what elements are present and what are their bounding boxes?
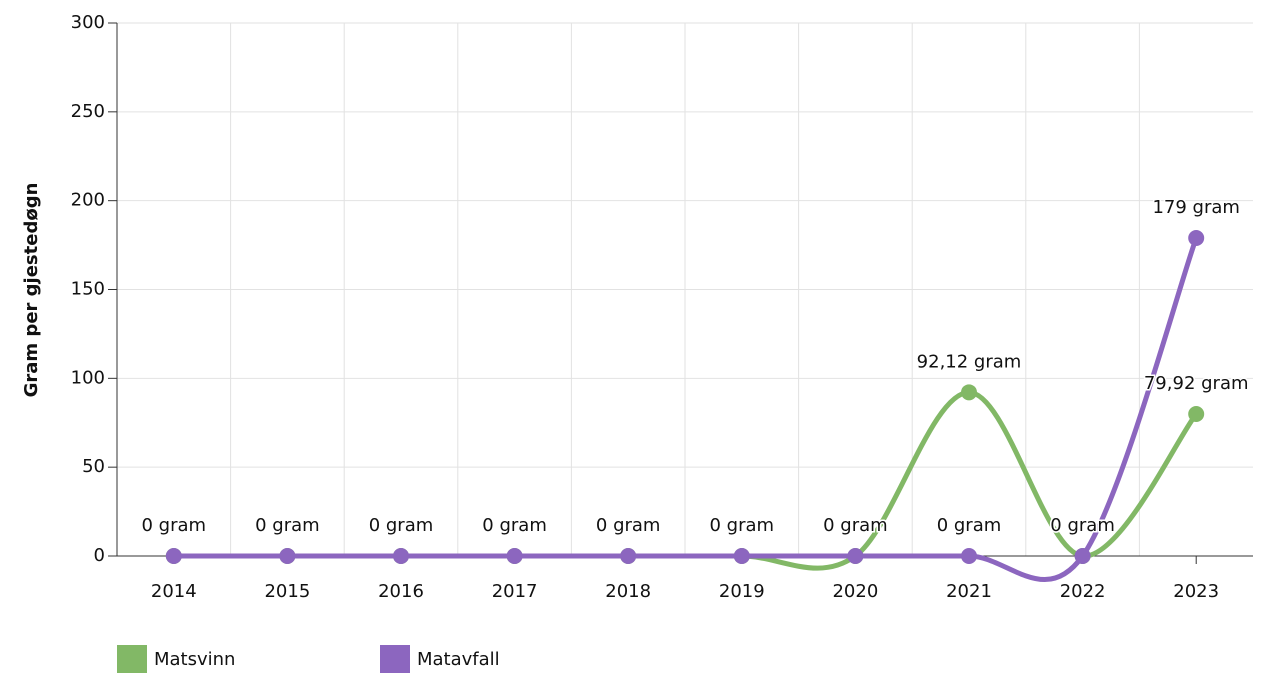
data-label: 0 gram xyxy=(482,515,547,536)
point xyxy=(961,384,977,401)
point xyxy=(961,548,977,564)
x-tick-label: 2015 xyxy=(264,581,310,602)
point xyxy=(1188,406,1205,423)
data-label: 92,12 gram xyxy=(917,351,1022,372)
legend-swatch xyxy=(380,645,410,673)
y-tick-label: 250 xyxy=(71,101,105,122)
y-tick-label: 300 xyxy=(71,12,105,33)
point xyxy=(393,548,409,564)
x-tick-label: 2021 xyxy=(946,581,992,602)
data-label: 0 gram xyxy=(142,515,207,536)
legend-label: Matavfall xyxy=(417,649,500,670)
data-label: 0 gram xyxy=(369,515,434,536)
point xyxy=(1074,548,1091,564)
y-tick-label: 150 xyxy=(71,279,105,300)
legend-swatch xyxy=(117,645,147,673)
x-tick-label: 2019 xyxy=(719,581,765,602)
data-label: 0 gram xyxy=(482,515,547,536)
y-tick-label: 100 xyxy=(71,367,105,388)
data-label: 0 gram xyxy=(710,515,775,536)
x-tick-label: 2017 xyxy=(492,581,538,602)
point xyxy=(506,548,523,564)
x-tick-label: 2020 xyxy=(832,581,878,602)
y-axis-title: Gram per gjestedøgn xyxy=(21,183,42,398)
x-tick-label: 2023 xyxy=(1173,581,1219,602)
data-label: 0 gram xyxy=(255,515,320,536)
point xyxy=(279,548,296,564)
data-label: 0 gram xyxy=(596,515,661,536)
point xyxy=(1188,229,1205,246)
y-tick-label: 0 xyxy=(94,545,105,566)
data-label: 0 gram xyxy=(823,515,888,536)
point xyxy=(847,548,864,564)
data-label: 0 gram xyxy=(1050,515,1115,536)
data-label: 0 gram xyxy=(823,515,888,536)
data-label: 0 gram xyxy=(937,515,1002,536)
y-tick-label: 200 xyxy=(71,190,105,211)
y-tick-label: 50 xyxy=(82,456,105,477)
x-tick-label: 2016 xyxy=(378,581,424,602)
x-tick-label: 2018 xyxy=(605,581,651,602)
point xyxy=(733,548,750,564)
x-tick-label: 2022 xyxy=(1060,581,1106,602)
data-label: 0 gram xyxy=(142,515,207,536)
point xyxy=(165,548,182,564)
data-label: 0 gram xyxy=(369,515,434,536)
data-label: 0 gram xyxy=(596,515,661,536)
x-tick-label: 2014 xyxy=(151,581,197,602)
legend-label: Matsvinn xyxy=(154,649,235,670)
data-label: 0 gram xyxy=(710,515,775,536)
data-label: 0 gram xyxy=(1050,515,1115,536)
data-label: 79,92 gram xyxy=(1144,373,1249,394)
data-label: 0 gram xyxy=(255,515,320,536)
data-label: 179 gram xyxy=(1152,197,1239,218)
point xyxy=(620,548,637,564)
